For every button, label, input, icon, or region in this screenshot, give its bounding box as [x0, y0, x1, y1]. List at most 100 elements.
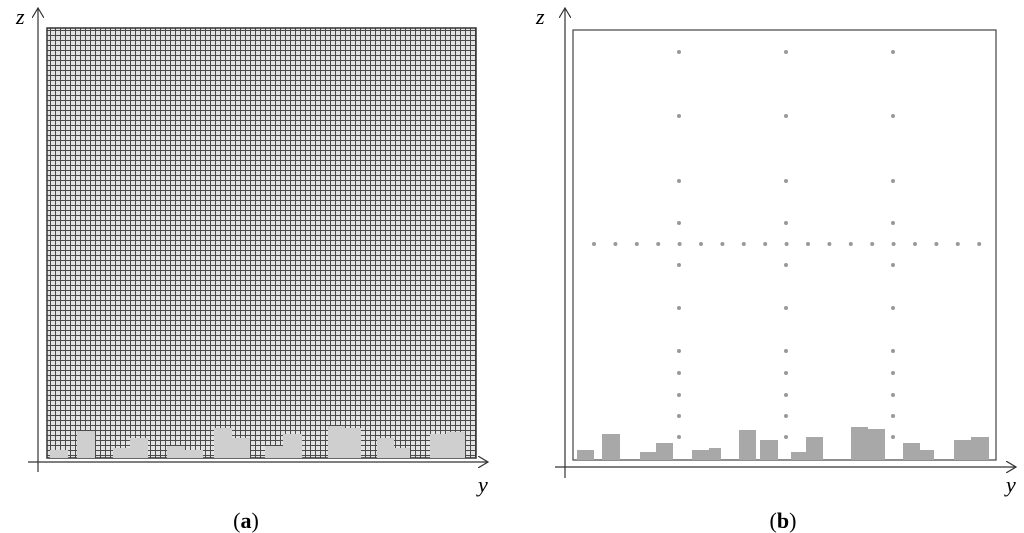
probe-point	[677, 371, 681, 375]
building	[760, 440, 778, 460]
building	[954, 440, 971, 460]
z-label: z	[15, 4, 25, 29]
caption-close: )	[789, 508, 796, 533]
probe-point	[677, 349, 681, 353]
probe-point	[806, 242, 810, 246]
building	[394, 448, 410, 458]
probe-point	[891, 349, 895, 353]
probe-point	[677, 393, 681, 397]
building	[739, 430, 756, 460]
probe-point	[784, 435, 788, 439]
building	[328, 426, 345, 458]
probe-point	[784, 306, 788, 310]
building	[868, 429, 885, 460]
probe-point	[891, 179, 895, 183]
building	[232, 438, 250, 458]
domain	[572, 29, 997, 461]
probe-point	[891, 393, 895, 397]
caption-open: (	[233, 508, 240, 533]
probe-point	[634, 242, 639, 246]
probe-point	[784, 179, 788, 183]
building	[577, 450, 594, 460]
probe-point	[891, 242, 896, 246]
caption: (a)	[233, 508, 259, 533]
building	[692, 450, 709, 460]
panel-b: z y (b)	[535, 4, 1016, 533]
panel-a: z y (a)	[15, 4, 488, 533]
caption: (b)	[770, 508, 797, 533]
building	[283, 434, 302, 458]
probe-point	[827, 242, 832, 246]
probe-point	[955, 242, 960, 246]
probe-point	[913, 242, 917, 246]
building	[130, 438, 148, 458]
probe-point	[848, 242, 853, 246]
probe-point	[891, 435, 895, 439]
probe-point	[891, 221, 895, 225]
probe-point	[784, 393, 788, 397]
caption-open: (	[770, 508, 777, 533]
probe-point	[934, 242, 939, 246]
building	[345, 428, 361, 458]
probe-point	[784, 349, 788, 353]
building	[971, 437, 989, 460]
y-label: y	[476, 472, 488, 497]
building	[214, 428, 232, 458]
building	[709, 448, 721, 460]
building	[851, 427, 868, 460]
probe-point	[677, 179, 681, 183]
probe-point	[784, 242, 789, 246]
buildings	[577, 427, 989, 460]
probe-point	[891, 50, 895, 54]
probe-points	[592, 50, 982, 439]
building	[50, 450, 68, 458]
buildings	[50, 426, 465, 458]
probe-point	[741, 242, 746, 246]
probe-point	[592, 242, 596, 246]
probe-point	[677, 414, 681, 418]
z-label: z	[535, 4, 545, 29]
probe-point	[870, 242, 875, 246]
probe-point	[891, 114, 895, 118]
probe-point	[677, 221, 681, 225]
probe-point	[784, 114, 788, 118]
probe-point	[891, 371, 895, 375]
probe-point	[784, 50, 788, 54]
probe-point	[677, 435, 681, 439]
building	[113, 448, 130, 458]
probe-point	[891, 414, 895, 418]
building	[656, 443, 673, 460]
probe-point	[677, 114, 681, 118]
probe-point	[677, 306, 681, 310]
probe-point	[784, 371, 788, 375]
building	[377, 438, 394, 458]
building	[903, 443, 920, 460]
mesh-domain	[46, 27, 477, 459]
probe-point	[699, 242, 703, 246]
probe-point	[977, 242, 982, 246]
building	[920, 450, 934, 460]
caption-letter: a	[241, 508, 252, 533]
probe-point	[784, 221, 788, 225]
building	[791, 452, 806, 460]
probe-point	[891, 263, 895, 267]
probe-point	[784, 263, 788, 267]
caption-close: )	[252, 508, 259, 533]
building	[640, 452, 656, 460]
probe-point	[763, 242, 768, 246]
building	[185, 450, 203, 458]
probe-point	[784, 414, 788, 418]
probe-point	[656, 242, 661, 246]
building	[265, 446, 283, 458]
building	[167, 446, 185, 458]
probe-point	[720, 242, 725, 246]
probe-point	[891, 306, 895, 310]
building	[447, 432, 465, 458]
probe-point	[677, 50, 681, 54]
caption-letter: b	[777, 508, 789, 533]
building	[806, 437, 823, 460]
y-label: y	[1004, 472, 1016, 497]
building	[602, 434, 620, 460]
building	[430, 434, 447, 458]
